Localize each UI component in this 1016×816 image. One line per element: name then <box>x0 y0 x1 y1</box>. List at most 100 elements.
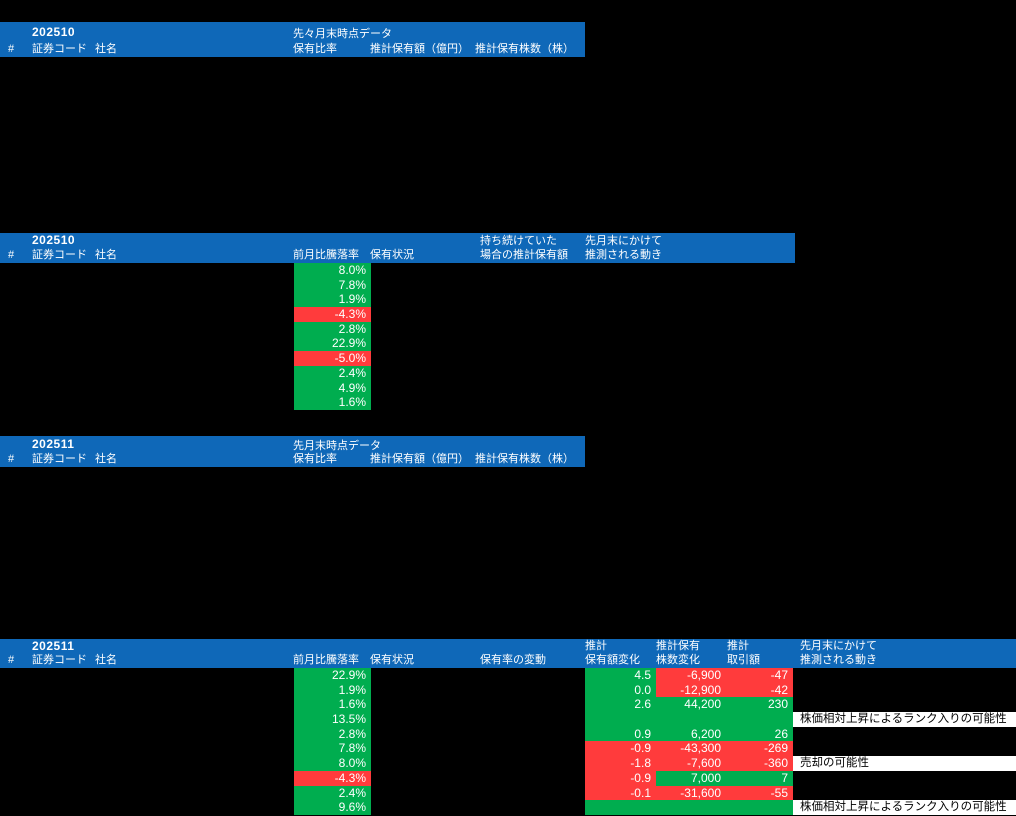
amount-change-cell[interactable]: 0.9 <box>585 726 656 742</box>
col-header-code: 証券コード <box>32 43 87 55</box>
trade-amount-cell[interactable]: 26 <box>726 726 793 742</box>
col-header-ratio: 保有比率 <box>293 43 337 55</box>
shares-change-cell[interactable] <box>656 712 726 727</box>
col-header-move-1: 先月末にかけて <box>800 640 877 652</box>
shares-change-cell[interactable]: 7,000 <box>656 770 726 786</box>
col-header-num: # <box>8 249 15 261</box>
table-row: 1.9% <box>0 292 1016 308</box>
change-pct-cell[interactable]: 8.0% <box>294 756 371 771</box>
table-row: 1.6% 2.6 44,200 230 <box>0 697 1016 713</box>
change-pct-cell[interactable]: -4.3% <box>294 770 371 786</box>
col-header-trade-2: 取引額 <box>727 654 760 666</box>
amount-change-cell[interactable]: -1.8 <box>585 756 656 771</box>
change-pct-cell[interactable]: 4.9% <box>294 380 371 396</box>
col-header-change: 前月比騰落率 <box>293 654 359 666</box>
movement-note-cell[interactable]: 売却の可能性 <box>793 756 1016 771</box>
col-header-shares: 推計保有株数（株） <box>475 453 574 465</box>
table-row: -4.3% -0.9 7,000 7 <box>0 770 1016 786</box>
period-label: 202511 <box>32 437 75 451</box>
trade-amount-cell[interactable]: -360 <box>726 756 793 771</box>
change-pct-cell[interactable]: -5.0% <box>294 351 371 366</box>
shares-change-cell[interactable]: -6,900 <box>656 668 726 683</box>
col-header-code: 証券コード <box>32 654 87 666</box>
section-subtitle: 先月末時点データ <box>293 440 381 452</box>
table-row: 8.0% <box>0 263 1016 278</box>
change-pct-cell[interactable]: 2.4% <box>294 365 371 381</box>
change-pct-cell[interactable]: 2.8% <box>294 321 371 337</box>
table-row: 1.6% <box>0 395 1016 410</box>
section-header-snapshot-202511: 202511 先月末時点データ # 証券コード 社名 保有比率 推計保有額（億円… <box>0 436 585 467</box>
table-row: 2.8% 0.9 6,200 26 <box>0 726 1016 742</box>
trade-amount-cell[interactable]: -269 <box>726 741 793 757</box>
col-header-ratio: 保有比率 <box>293 453 337 465</box>
amount-change-cell[interactable]: 4.5 <box>585 668 656 683</box>
change-pct-cell[interactable]: 1.6% <box>294 697 371 713</box>
col-header-status: 保有状況 <box>370 249 414 261</box>
change-pct-cell[interactable]: 13.5% <box>294 712 371 727</box>
trade-amount-cell[interactable]: -42 <box>726 682 793 698</box>
shares-change-cell[interactable] <box>656 800 726 815</box>
table-row: 2.4% <box>0 365 1016 381</box>
change-pct-cell[interactable]: 1.9% <box>294 682 371 698</box>
trade-amount-cell[interactable]: -47 <box>726 668 793 683</box>
changes-202510-rows: 8.0% 7.8% 1.9% -4.3% 2.8% 22.9% -5.0% 2.4% 4.9% 1… <box>0 263 1016 410</box>
table-row: 7.8% <box>0 277 1016 293</box>
col-header-num: # <box>8 654 15 666</box>
amount-change-cell[interactable]: -0.9 <box>585 741 656 757</box>
amount-change-cell[interactable]: -0.9 <box>585 770 656 786</box>
amount-change-cell[interactable] <box>585 712 656 727</box>
shares-change-cell[interactable]: 44,200 <box>656 697 726 713</box>
amount-change-cell[interactable]: 0.0 <box>585 682 656 698</box>
table-row: 22.9% <box>0 336 1016 352</box>
period-label: 202510 <box>32 233 76 247</box>
col-header-amt-change-2: 保有額変化 <box>585 654 640 666</box>
col-header-amount: 推計保有額（億円） <box>370 453 469 465</box>
change-pct-cell[interactable]: 1.9% <box>294 292 371 308</box>
change-pct-cell[interactable]: 22.9% <box>294 668 371 683</box>
shares-change-cell[interactable]: -12,900 <box>656 682 726 698</box>
change-pct-cell[interactable]: 7.8% <box>294 277 371 293</box>
movement-note-cell[interactable]: 株価相対上昇によるランク入りの可能性 <box>793 712 1016 727</box>
table-row: 2.8% <box>0 321 1016 337</box>
col-header-ratio-change: 保有率の変動 <box>480 654 546 666</box>
col-header-shr-change-1: 推計保有 <box>656 640 700 652</box>
table-row: -4.3% <box>0 307 1016 322</box>
col-header-num: # <box>8 453 15 465</box>
col-header-move-2: 推測される動き <box>585 249 662 261</box>
shares-change-cell[interactable]: 6,200 <box>656 726 726 742</box>
col-header-move-1: 先月末にかけて <box>585 235 662 247</box>
change-pct-cell[interactable]: 8.0% <box>294 263 371 278</box>
change-pct-cell[interactable]: 2.4% <box>294 785 371 801</box>
shares-change-cell[interactable]: -43,300 <box>656 741 726 757</box>
shares-change-cell[interactable]: -31,600 <box>656 785 726 801</box>
trade-amount-cell[interactable] <box>726 712 793 727</box>
change-pct-cell[interactable]: 7.8% <box>294 741 371 757</box>
change-pct-cell[interactable]: 22.9% <box>294 336 371 352</box>
col-header-shares: 推計保有株数（株） <box>475 43 574 55</box>
table-row: 22.9% 4.5 -6,900 -47 <box>0 668 1016 683</box>
amount-change-cell[interactable]: 2.6 <box>585 697 656 713</box>
col-header-name: 社名 <box>95 43 117 55</box>
change-pct-cell[interactable]: 9.6% <box>294 800 371 815</box>
change-pct-cell[interactable]: 1.6% <box>294 395 371 410</box>
change-pct-cell[interactable]: 2.8% <box>294 726 371 742</box>
period-label: 202510 <box>32 25 76 39</box>
movement-note-cell[interactable]: 株価相対上昇によるランク入りの可能性 <box>793 800 1016 815</box>
change-pct-cell[interactable]: -4.3% <box>294 307 371 322</box>
col-header-move-2: 推測される動き <box>800 654 877 666</box>
col-header-hold-1: 持ち続けていた <box>480 235 557 247</box>
trade-amount-cell[interactable]: 7 <box>726 770 793 786</box>
trade-amount-cell[interactable]: 230 <box>726 697 793 713</box>
shares-change-cell[interactable]: -7,600 <box>656 756 726 771</box>
table-row: 13.5% 株価相対上昇によるランク入りの可能性 <box>0 712 1016 727</box>
trade-amount-cell[interactable] <box>726 800 793 815</box>
col-header-name: 社名 <box>95 453 117 465</box>
section-subtitle: 先々月末時点データ <box>293 28 392 40</box>
period-label: 202511 <box>32 639 75 653</box>
col-header-code: 証券コード <box>32 249 87 261</box>
col-header-num: # <box>8 43 15 55</box>
amount-change-cell[interactable]: -0.1 <box>585 785 656 801</box>
col-header-status: 保有状況 <box>370 654 414 666</box>
amount-change-cell[interactable] <box>585 800 656 815</box>
trade-amount-cell[interactable]: -55 <box>726 785 793 801</box>
